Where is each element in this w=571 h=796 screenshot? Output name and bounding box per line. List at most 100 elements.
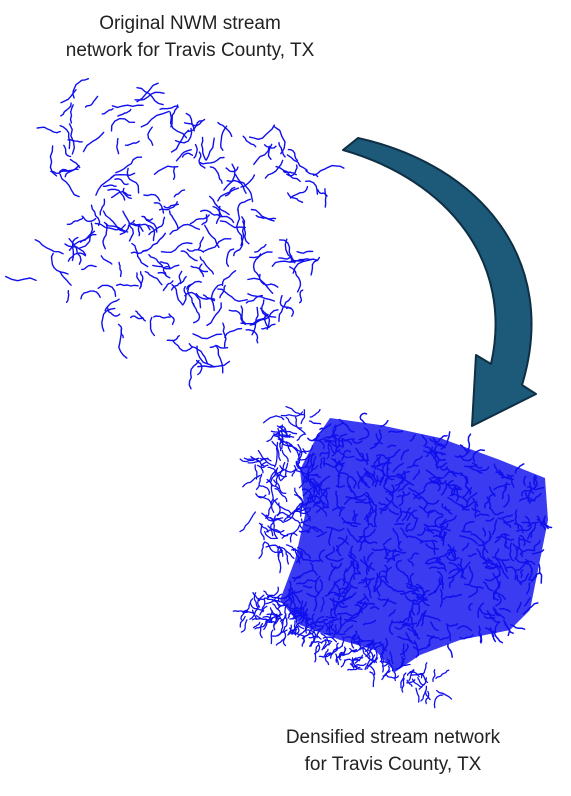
- stream-segment: [198, 237, 203, 249]
- stream-segment: [314, 166, 344, 176]
- stream-segment: [302, 639, 304, 646]
- stream-segment: [35, 240, 63, 254]
- stream-segment: [141, 111, 169, 127]
- stream-segment: [448, 644, 452, 657]
- stream-segment: [61, 103, 71, 116]
- stream-segment: [132, 244, 148, 267]
- stream-segment: [264, 591, 274, 596]
- stream-segment: [282, 450, 288, 461]
- stream-segment: [210, 167, 222, 183]
- stream-segment: [172, 130, 189, 152]
- stream-segment: [67, 291, 69, 303]
- stream-segment: [60, 174, 79, 196]
- stream-segment: [286, 417, 301, 428]
- stream-segment: [291, 187, 308, 198]
- stream-segment: [104, 185, 117, 186]
- stream-segment: [205, 225, 219, 247]
- stream-segment: [136, 311, 146, 321]
- stream-segment: [254, 593, 257, 607]
- stream-segment: [255, 245, 266, 253]
- stream-segment: [258, 595, 264, 607]
- stream-segment: [360, 413, 366, 424]
- stream-segment: [281, 463, 288, 480]
- stream-segment: [164, 202, 177, 208]
- stream-segment: [174, 190, 184, 197]
- stream-segment: [52, 253, 69, 274]
- stream-segment: [356, 664, 366, 666]
- stream-segment: [188, 284, 195, 306]
- stream-segment: [199, 158, 224, 164]
- stream-segment: [250, 125, 275, 139]
- stream-segment: [169, 314, 174, 324]
- stream-segment: [310, 410, 320, 417]
- stream-segment: [433, 670, 435, 682]
- stream-segment: [112, 119, 135, 131]
- stream-segment: [148, 127, 153, 145]
- stream-segment: [70, 160, 79, 168]
- stream-segment: [154, 316, 170, 318]
- stream-segment: [273, 500, 291, 513]
- curved-arrow-icon: [343, 138, 536, 426]
- stream-segment: [187, 249, 203, 252]
- stream-segment: [98, 285, 115, 296]
- stream-segment: [264, 416, 284, 423]
- stream-segment: [278, 623, 283, 636]
- stream-segment: [37, 127, 60, 133]
- stream-segment: [112, 105, 143, 107]
- stream-segment: [185, 292, 201, 307]
- stream-segment: [218, 289, 247, 301]
- stream-segment: [92, 205, 100, 225]
- stream-segment: [86, 96, 98, 107]
- stream-segment: [325, 189, 326, 207]
- stream-segment: [300, 290, 303, 303]
- stream-segment: [265, 160, 282, 178]
- stream-segment: [82, 265, 96, 269]
- stream-segment: [341, 660, 345, 667]
- stream-segment: [82, 216, 96, 221]
- stream-segment: [117, 139, 119, 154]
- stream-segment: [115, 179, 128, 185]
- stream-segment: [170, 211, 179, 229]
- stream-segment: [248, 294, 275, 301]
- stream-segment: [127, 169, 138, 193]
- stream-segment: [271, 630, 273, 644]
- stream-segment: [204, 295, 215, 301]
- stream-segment: [170, 224, 199, 234]
- stream-segment: [81, 291, 100, 299]
- stream-segment: [126, 141, 140, 145]
- stream-segment: [162, 243, 192, 253]
- stream-segment: [154, 203, 163, 213]
- stream-segment: [422, 663, 427, 678]
- stream-segment: [60, 126, 69, 149]
- stream-segment: [259, 542, 265, 559]
- stream-segment: [275, 127, 285, 154]
- original-stream-network-map: [6, 79, 344, 389]
- stream-segment: [84, 132, 104, 151]
- stream-segment: [418, 678, 424, 685]
- stream-segment: [279, 550, 281, 573]
- stream-segment: [71, 105, 74, 123]
- stream-segment: [149, 255, 163, 266]
- stream-segment: [310, 421, 321, 424]
- stream-segment: [119, 329, 127, 358]
- stream-segment: [226, 167, 238, 171]
- stream-segment: [202, 215, 207, 225]
- stream-segment: [256, 494, 266, 498]
- stream-segment: [67, 217, 83, 224]
- stream-segment: [324, 458, 325, 466]
- stream-segment: [216, 345, 223, 373]
- stream-segment: [254, 146, 269, 164]
- stream-segment: [174, 167, 175, 179]
- stream-segment: [260, 486, 270, 495]
- stream-segment: [416, 688, 419, 702]
- stream-segment: [167, 336, 179, 341]
- stream-segment: [436, 670, 449, 678]
- stream-segment: [238, 199, 251, 210]
- stream-segment: [297, 434, 305, 440]
- stream-segment: [101, 256, 112, 264]
- stream-segment: [119, 263, 121, 277]
- stream-segment: [116, 157, 142, 173]
- stream-segment: [158, 273, 170, 278]
- stream-segment: [80, 223, 93, 248]
